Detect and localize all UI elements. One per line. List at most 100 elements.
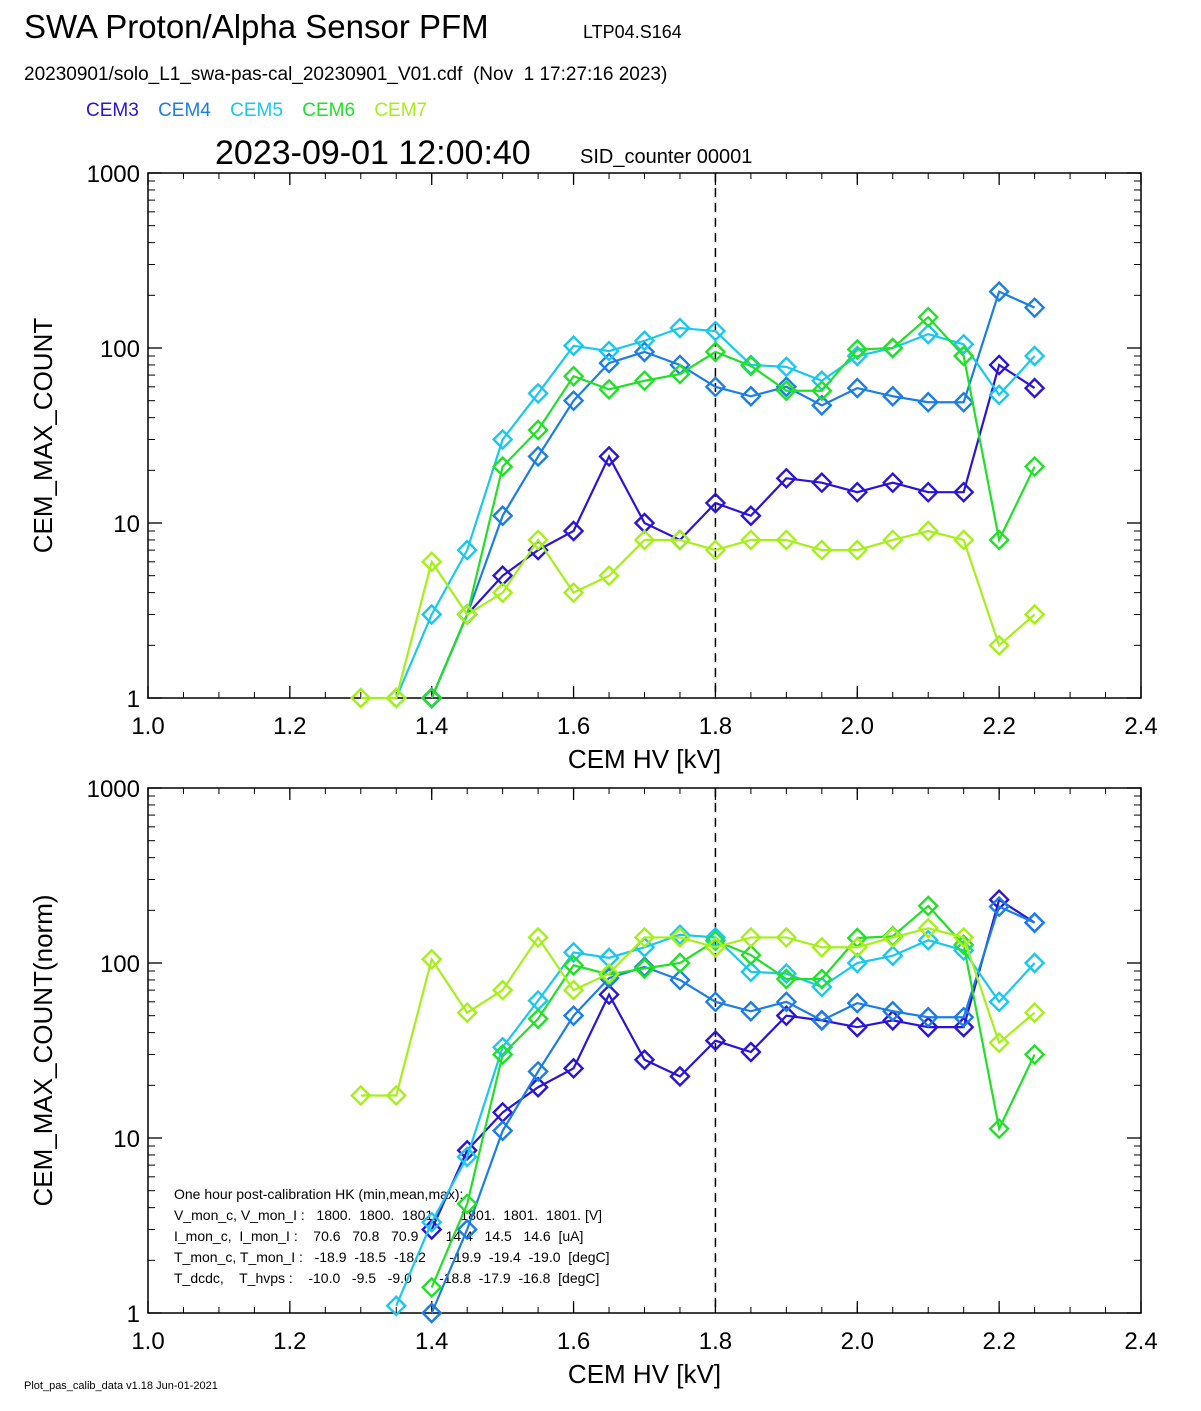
panel2-cem7-marker: [669, 926, 691, 949]
panel1-cem4-marker: [740, 385, 762, 407]
panel1-cem7-marker: [456, 603, 478, 626]
panel2-cem4-marker: [562, 1004, 585, 1027]
panel1-cem3-marker: [882, 471, 904, 494]
panel1-cem7-marker: [846, 539, 868, 561]
panel1-cem6-marker: [952, 345, 975, 367]
panel1-cem4-marker: [917, 391, 939, 413]
panel1-cem6-marker: [598, 378, 620, 401]
panel1-cem5-marker: [775, 356, 798, 378]
legend-cem3: CEM3: [86, 100, 139, 121]
panel2-cem4-marker: [456, 1218, 478, 1241]
panel1-cem6-marker: [917, 306, 939, 328]
panel1-cem4-marker: [775, 376, 798, 398]
panel2-x-tick-label: 1.0: [131, 1328, 164, 1355]
panel2-cem7-marker: [917, 917, 939, 939]
panel1-cem4-marker: [598, 352, 620, 374]
panel2-hk-annotation-line: V_mon_c, V_mon_I : 1800. 1800. 1801. 180…: [174, 1207, 602, 1223]
panel1-cem5-marker: [917, 323, 939, 345]
panel1-cem4-marker: [527, 445, 549, 468]
panel1-cem5-marker: [491, 428, 514, 451]
legend: CEM3 CEM4 CEM5 CEM6 CEM7: [86, 100, 441, 122]
panel1-cem5-marker: [952, 333, 975, 355]
panel1-cem4-marker: [882, 385, 904, 407]
panel2-x-tick-label: 2.2: [982, 1328, 1015, 1355]
panel1-cem7-marker: [775, 529, 798, 551]
panel2-y-tick-label: 1000: [87, 776, 140, 803]
file-info: 20230901/solo_L1_swa-pas-cal_20230901_V0…: [24, 64, 668, 85]
panel2-cem6-marker: [740, 944, 762, 966]
panel2-cem7-marker: [882, 926, 904, 949]
panel2-cem6-marker: [527, 1008, 549, 1030]
panel1-cem3-marker: [988, 354, 1010, 376]
panel2-cem5-marker: [421, 1211, 443, 1233]
panel2-cem5-marker: [740, 961, 762, 983]
panel1-x-tick-label: 1.8: [699, 713, 732, 740]
panel2-x-tick-label: 1.8: [699, 1328, 732, 1355]
panel1-cem3-marker: [952, 481, 975, 503]
panel1-cem4-marker: [562, 389, 585, 412]
panel2-cem6-marker: [811, 968, 833, 990]
panel1-cem6-marker: [1023, 455, 1046, 478]
panel2-cem4-marker: [917, 1006, 939, 1028]
panel2-cem7-marker: [740, 926, 762, 949]
panel1-cem7-marker: [740, 529, 762, 551]
panel2-cem6-marker: [456, 1193, 478, 1215]
panel2-cem6-marker: [775, 968, 798, 990]
panel2-x-tick-label: 2.0: [841, 1328, 874, 1355]
panel2-cem7-marker: [598, 962, 620, 985]
panel1-cem7-marker: [704, 539, 727, 561]
panel2-cem7-marker: [562, 979, 585, 1001]
panel2-cem4-marker: [846, 992, 868, 1014]
panel1-cem6-marker: [704, 341, 727, 363]
panel2-cem4-marker: [988, 895, 1010, 918]
panel2-hk-annotation-line: T_dcdc, T_hvps : -10.0 -9.5 -9.0 -18.8 -…: [174, 1270, 599, 1286]
panel1-cem6-marker: [775, 380, 798, 402]
panel2-y-axis-label: CEM_MAX_COUNT(norm): [28, 894, 58, 1206]
panel1-x-axis-label: CEM HV [kV]: [568, 744, 721, 774]
panel2-cem6-marker: [917, 895, 939, 917]
panel2-y-tick-label: 10: [113, 1126, 140, 1153]
panel1-x-tick-label: 2.0: [841, 713, 874, 740]
panel1-cem5-marker: [527, 382, 549, 405]
panel1-cem6-marker: [811, 380, 833, 402]
panel2-cem3-marker: [598, 983, 620, 1006]
legend-cem5: CEM5: [230, 100, 283, 121]
panel1-cem5-marker: [988, 384, 1010, 406]
panel2-cem3-line: [430, 897, 1036, 1230]
panel2-cem3-marker: [456, 1139, 478, 1162]
panel1-cem7-line: [360, 529, 1036, 700]
panel2-hk-annotation-line: I_mon_c, I_mon_I : 70.6 70.8 70.9 14.4 1…: [174, 1228, 583, 1244]
panel1-cem5-marker: [562, 335, 585, 357]
panel1-x-tick-label: 2.2: [982, 713, 1015, 740]
panel2-cem7-marker: [704, 936, 727, 958]
panel1-cem5-marker: [704, 320, 727, 342]
panel2-cem5-marker: [846, 952, 868, 974]
panel1-cem6-marker: [633, 370, 656, 392]
panel1-cem7-marker: [811, 539, 833, 561]
panel1-cem5-marker: [1023, 345, 1046, 367]
panel1-cem6-marker: [421, 687, 443, 709]
plot-title: SWA Proton/Alpha Sensor PFM: [24, 8, 489, 45]
panel1-cem7-marker: [917, 520, 939, 542]
panel2-cem3-marker: [952, 1016, 975, 1038]
panel2-cem3-marker: [846, 1016, 868, 1038]
panel1-cem7-marker: [882, 529, 904, 551]
panel2-cem7-marker: [775, 926, 798, 949]
panel1-cem4-marker: [952, 391, 975, 413]
panel2-cem3-marker: [775, 1004, 798, 1027]
panel2-cem4-marker: [740, 1000, 762, 1022]
panel1-cem5-marker: [598, 340, 620, 362]
panel2-cem7-marker: [988, 1032, 1010, 1054]
panel2-cem6-marker: [1023, 1043, 1046, 1066]
panel1-cem7-marker: [598, 564, 620, 587]
panel1-cem7-marker: [1023, 603, 1046, 626]
panel1-x-tick-label: 1.0: [131, 713, 164, 740]
panel1-cem6-line: [430, 315, 1036, 699]
panel2-cem7-marker: [1023, 1002, 1046, 1024]
panel2-cem5-marker: [917, 929, 939, 951]
panel1-cem7-marker: [527, 529, 549, 551]
panel2-cem7-marker: [421, 948, 443, 970]
panel2-y-tick-label: 100: [100, 951, 140, 978]
footer-version: Plot_pas_calib_data v1.18 Jun-01-2021: [24, 1380, 218, 1392]
